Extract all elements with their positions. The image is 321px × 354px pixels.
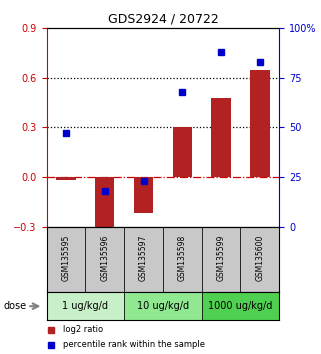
Bar xyxy=(240,227,279,292)
Bar xyxy=(163,227,202,292)
Text: percentile rank within the sample: percentile rank within the sample xyxy=(63,340,205,349)
Text: 10 ug/kg/d: 10 ug/kg/d xyxy=(137,301,189,311)
Text: GSM135595: GSM135595 xyxy=(61,235,70,281)
Text: GSM135597: GSM135597 xyxy=(139,235,148,281)
Bar xyxy=(56,177,76,180)
Bar xyxy=(95,177,114,230)
Text: dose: dose xyxy=(3,301,26,311)
Bar xyxy=(47,292,124,320)
Bar xyxy=(250,70,270,177)
Bar xyxy=(173,127,192,177)
Text: log2 ratio: log2 ratio xyxy=(63,325,103,334)
Text: GSM135598: GSM135598 xyxy=(178,235,187,281)
Bar xyxy=(202,227,240,292)
Bar xyxy=(124,292,202,320)
Title: GDS2924 / 20722: GDS2924 / 20722 xyxy=(108,13,218,26)
Bar xyxy=(134,177,153,213)
Bar xyxy=(202,292,279,320)
Text: 1 ug/kg/d: 1 ug/kg/d xyxy=(62,301,108,311)
Text: GSM135599: GSM135599 xyxy=(217,235,226,281)
Text: GSM135600: GSM135600 xyxy=(256,235,265,281)
Text: GSM135596: GSM135596 xyxy=(100,235,109,281)
Text: 1000 ug/kg/d: 1000 ug/kg/d xyxy=(208,301,273,311)
Bar xyxy=(47,227,85,292)
Bar xyxy=(124,227,163,292)
Bar xyxy=(212,98,231,177)
Bar xyxy=(85,227,124,292)
